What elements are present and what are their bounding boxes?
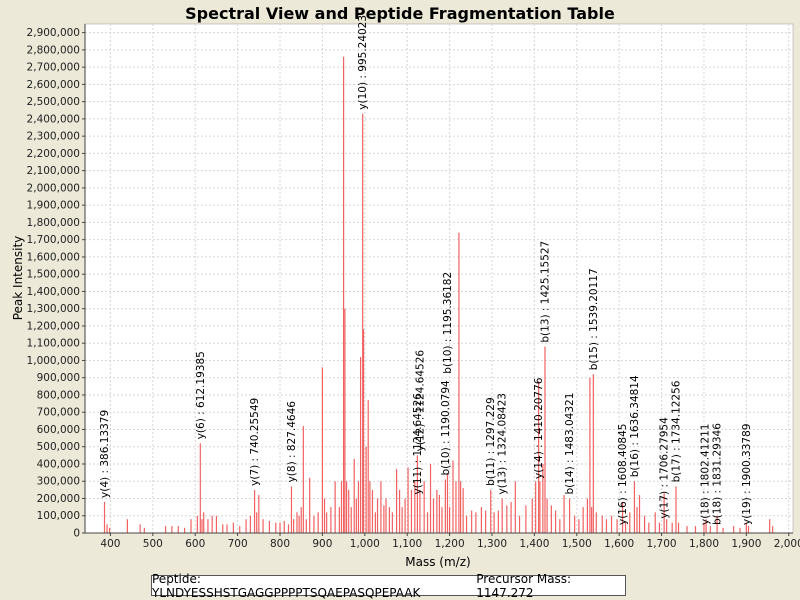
y-tick-label: 100,000 bbox=[37, 510, 80, 522]
fragment-label: y(13) : 1324.08423 bbox=[497, 393, 509, 494]
x-tick-label: 500 bbox=[143, 538, 163, 550]
fragment-label: y(17) : 1706.27954 bbox=[659, 417, 671, 519]
x-tick-label: 1,100 bbox=[392, 538, 422, 550]
y-tick-label: 1,400,000 bbox=[27, 286, 80, 298]
spectrum-chart: Spectral View and Peptide Fragmentation … bbox=[11, 4, 800, 569]
y-tick-label: 1,100,000 bbox=[27, 338, 80, 350]
peak-bars bbox=[103, 56, 774, 533]
fragment-label: y(14) : 1410.20776 bbox=[533, 377, 545, 479]
chart-title: Spectral View and Peptide Fragmentation … bbox=[185, 4, 615, 23]
x-tick-label: 900 bbox=[312, 538, 332, 550]
fragment-label: y(7) : 740.25549 bbox=[249, 398, 261, 486]
y-tick-label: 700,000 bbox=[37, 407, 80, 419]
y-tick-label: 2,600,000 bbox=[27, 79, 80, 91]
y-tick-label: 1,900,000 bbox=[27, 200, 80, 212]
x-axis-label: Mass (m/z) bbox=[405, 555, 470, 569]
x-tick-label: 2,000 bbox=[774, 538, 800, 550]
x-tick-label: 1,700 bbox=[647, 538, 677, 550]
x-tick-label: 1,900 bbox=[731, 538, 761, 550]
precursor-mass: 1147.272 bbox=[476, 585, 534, 600]
y-tick-label: 1,200,000 bbox=[27, 320, 80, 332]
x-tick-label: 1,400 bbox=[519, 538, 549, 550]
precursor-field: Precursor Mass: 1147.272 bbox=[476, 572, 625, 600]
precursor-label: Precursor Mass: bbox=[476, 571, 572, 586]
fragment-annotations: y(4) : 386.13379 y(6) : 612.19385 y(7) : 7… bbox=[99, 15, 753, 525]
fragment-label: y(4) : 386.13379 bbox=[99, 410, 111, 498]
fragment-label: b(13) : 1425.15527 bbox=[539, 241, 551, 343]
peptide-sequence: YLNDYESSHSTGAGGPPPPTSQAEPASQPEPAAK bbox=[152, 585, 421, 600]
y-tick-label: 1,000,000 bbox=[27, 355, 80, 367]
fragment-label: y(10) : 995.24023 bbox=[357, 15, 369, 110]
x-tick-label: 1,600 bbox=[604, 538, 634, 550]
x-tick-label: 1,200 bbox=[435, 538, 465, 550]
fragment-label: b(10) : 1190.0794 bbox=[440, 380, 452, 476]
x-tick-label: 1,300 bbox=[477, 538, 507, 550]
fragment-label: y(12) : 1124.64526 bbox=[414, 350, 426, 452]
x-tick-label: 1,500 bbox=[562, 538, 592, 550]
y-tick-label: 1,300,000 bbox=[27, 303, 80, 315]
plot-area bbox=[84, 23, 794, 534]
y-tick-label: 1,800,000 bbox=[27, 217, 80, 229]
x-tick-label: 400 bbox=[100, 538, 120, 550]
fragment-label: y(16) : 1608.40845 bbox=[617, 424, 629, 525]
y-tick-label: 300,000 bbox=[37, 476, 80, 488]
y-axis-ticks: 0 100,000 200,000 300,000 400,000 500,000 600,… bbox=[27, 27, 85, 540]
fragment-label: b(10) : 1195.36182 bbox=[442, 272, 454, 374]
fragment-label: b(15) : 1539.20117 bbox=[588, 268, 600, 370]
peptide-field: Peptide: YLNDYESSHSTGAGGPPPPTSQAEPASQPEP… bbox=[152, 572, 458, 600]
y-tick-label: 400,000 bbox=[37, 458, 80, 470]
peptide-info-box: Peptide: YLNDYESSHSTGAGGPPPPTSQAEPASQPEP… bbox=[151, 572, 626, 600]
x-tick-label: 1,800 bbox=[689, 538, 719, 550]
y-tick-label: 200,000 bbox=[37, 493, 80, 505]
grid-lines bbox=[85, 24, 793, 533]
y-tick-label: 900,000 bbox=[37, 372, 80, 384]
fragment-label: b(18) : 1831.29346 bbox=[712, 423, 724, 525]
y-tick-label: 2,000,000 bbox=[27, 182, 80, 194]
y-tick-label: 2,500,000 bbox=[27, 96, 80, 108]
x-tick-label: 600 bbox=[185, 538, 205, 550]
fragment-label: y(11) : 1124.64526 bbox=[412, 393, 424, 495]
y-tick-label: 500,000 bbox=[37, 441, 80, 453]
y-tick-label: 800,000 bbox=[37, 389, 80, 401]
peptide-label: Peptide: bbox=[152, 571, 201, 586]
x-tick-label: 800 bbox=[270, 538, 290, 550]
fragment-label: y(19) : 1900.33789 bbox=[741, 424, 753, 525]
y-axis-label: Peak Intensity bbox=[11, 236, 25, 321]
y-tick-label: 2,100,000 bbox=[27, 165, 80, 177]
fragment-label: b(17) : 1734.12256 bbox=[670, 380, 682, 482]
y-tick-label: 600,000 bbox=[37, 424, 80, 436]
y-tick-label: 2,700,000 bbox=[27, 62, 80, 74]
y-tick-label: 1,500,000 bbox=[27, 269, 80, 281]
x-tick-label: 1,000 bbox=[350, 538, 380, 550]
y-tick-label: 2,200,000 bbox=[27, 148, 80, 160]
y-tick-label: 2,400,000 bbox=[27, 113, 80, 125]
y-tick-label: 2,300,000 bbox=[27, 131, 80, 143]
y-tick-label: 2,800,000 bbox=[27, 44, 80, 56]
y-tick-label: 1,700,000 bbox=[27, 234, 80, 246]
fragment-label: b(11) : 1297.229 bbox=[485, 397, 497, 486]
x-tick-label: 700 bbox=[228, 538, 248, 550]
fragment-label: y(6) : 612.19385 bbox=[195, 351, 207, 439]
fragment-label: y(18) : 1802.41211 bbox=[699, 424, 711, 525]
fragment-label: b(14) : 1483.04321 bbox=[564, 393, 576, 495]
fragment-label: b(16) : 1636.34814 bbox=[629, 375, 641, 477]
x-axis-ticks: 400 500 600 700 800 900 1,000 1,100 1,200 1,300 1,… bbox=[100, 533, 800, 550]
fragment-label: y(8) : 827.4646 bbox=[286, 401, 298, 483]
y-tick-label: 2,900,000 bbox=[27, 27, 80, 39]
y-tick-label: 0 bbox=[73, 528, 80, 540]
y-tick-label: 1,600,000 bbox=[27, 251, 80, 263]
